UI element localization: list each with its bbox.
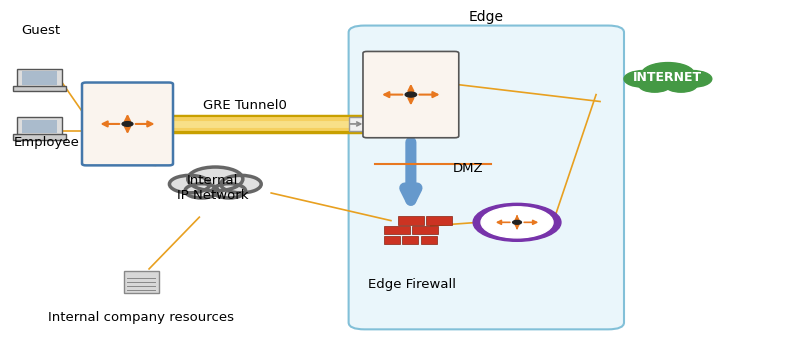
Circle shape — [481, 207, 553, 238]
FancyBboxPatch shape — [13, 86, 66, 92]
FancyBboxPatch shape — [123, 271, 159, 293]
FancyBboxPatch shape — [384, 236, 400, 244]
Text: Edge: Edge — [469, 10, 503, 24]
FancyBboxPatch shape — [363, 52, 459, 138]
FancyBboxPatch shape — [22, 71, 57, 85]
Circle shape — [405, 92, 417, 97]
Circle shape — [673, 71, 712, 87]
FancyBboxPatch shape — [426, 216, 452, 225]
Text: GRE Tunnel0: GRE Tunnel0 — [203, 99, 287, 112]
Circle shape — [221, 175, 261, 193]
Text: Internal company resources: Internal company resources — [48, 311, 234, 324]
Circle shape — [185, 184, 218, 198]
Circle shape — [187, 167, 243, 191]
Text: Employee: Employee — [14, 136, 79, 149]
FancyBboxPatch shape — [18, 69, 62, 87]
Circle shape — [666, 79, 697, 92]
FancyBboxPatch shape — [18, 117, 62, 135]
FancyBboxPatch shape — [348, 25, 624, 329]
Circle shape — [473, 203, 561, 241]
Text: DMZ: DMZ — [453, 162, 483, 175]
Circle shape — [122, 121, 133, 126]
FancyBboxPatch shape — [22, 120, 57, 133]
Circle shape — [624, 71, 662, 87]
FancyBboxPatch shape — [402, 236, 418, 244]
FancyBboxPatch shape — [412, 226, 438, 235]
Circle shape — [513, 220, 521, 224]
FancyBboxPatch shape — [13, 134, 66, 140]
Text: Guest: Guest — [22, 24, 60, 37]
Text: Internal
IP Network: Internal IP Network — [177, 174, 248, 202]
Circle shape — [212, 184, 246, 198]
Text: INTERNET: INTERNET — [634, 71, 702, 84]
Circle shape — [170, 175, 210, 193]
Circle shape — [639, 79, 670, 92]
Circle shape — [642, 63, 694, 85]
FancyBboxPatch shape — [384, 226, 410, 235]
FancyBboxPatch shape — [421, 236, 437, 244]
FancyBboxPatch shape — [398, 216, 424, 225]
FancyBboxPatch shape — [82, 82, 173, 165]
FancyBboxPatch shape — [348, 117, 368, 131]
Text: Edge Firewall: Edge Firewall — [368, 278, 457, 291]
